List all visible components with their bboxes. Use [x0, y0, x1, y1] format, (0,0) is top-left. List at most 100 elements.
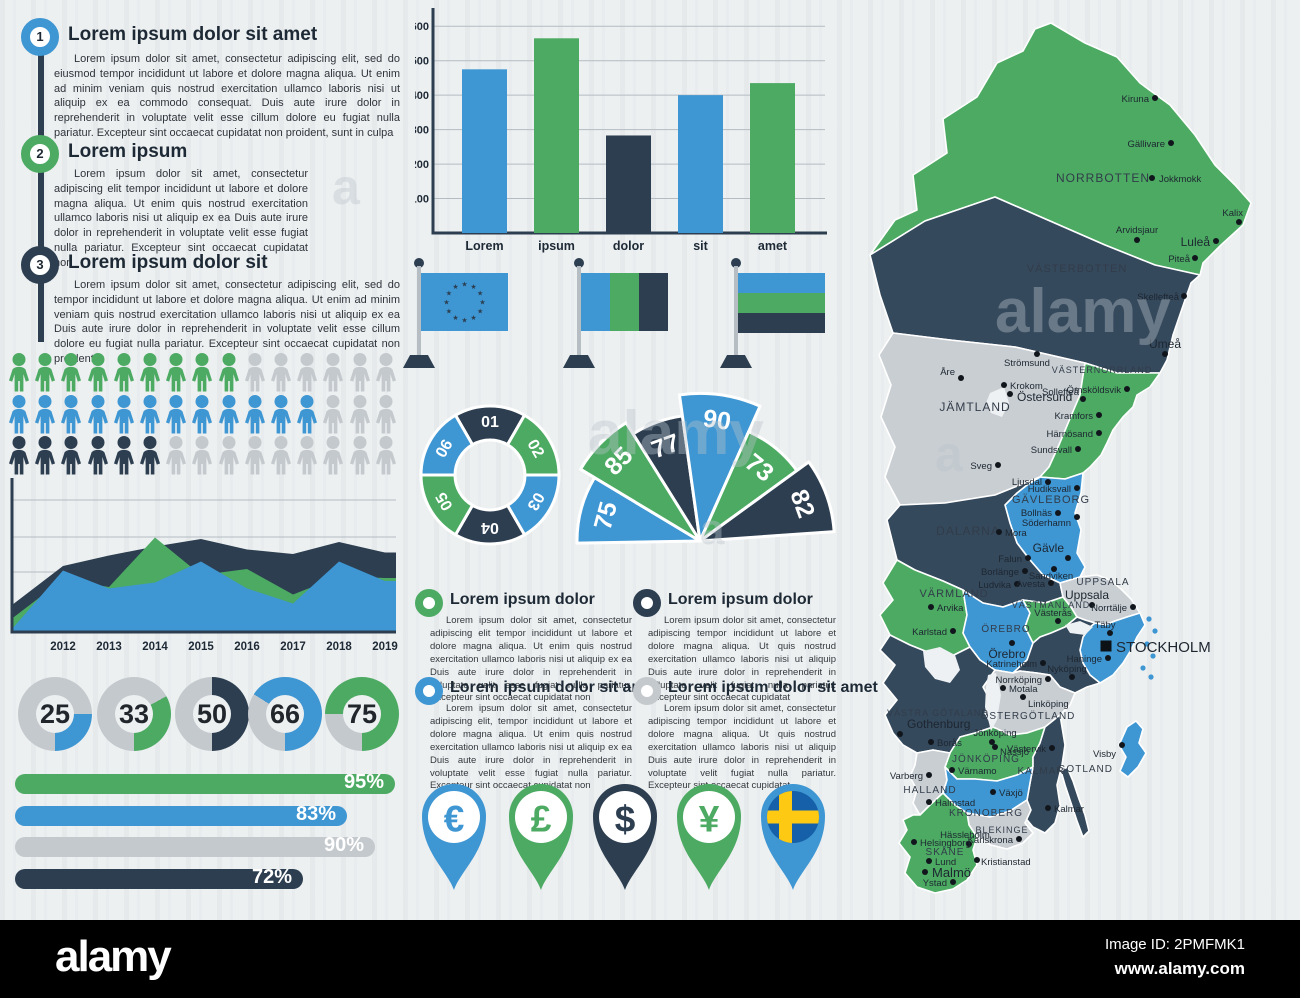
column-chart: 100 200 300 400 500 600 Lorem ipsum dolor sit amet — [411, 4, 830, 256]
person-icon — [87, 436, 108, 475]
city-dot-ume — [1162, 351, 1168, 357]
city-label-lund: Lund — [935, 857, 956, 868]
city-label-g-llivare: Gällivare — [1128, 139, 1166, 150]
circle-shape — [222, 436, 236, 449]
person-icon — [297, 394, 318, 433]
area-series-blue — [12, 561, 396, 632]
city-label-sundsvall: Sundsvall — [1031, 445, 1072, 456]
timeline-section: 1 Lorem ipsum dolor sit amet Lorem ipsum… — [10, 10, 402, 365]
city-label-karlstad: Karlstad — [912, 627, 947, 638]
circle-shape — [143, 353, 157, 366]
star-icon: ★ — [446, 290, 452, 298]
city-dot-v-ster-s — [1055, 618, 1061, 624]
circle-shape — [91, 394, 105, 408]
circle-shape — [64, 353, 78, 366]
x-tick-label: 2013 — [96, 641, 122, 653]
path-shape — [218, 408, 239, 433]
x-tick-label: 2014 — [142, 641, 168, 653]
lake — [986, 387, 1009, 417]
text-blocks-grid: Lorem ipsum dolor Lorem ipsum dolor sit … — [415, 583, 878, 791]
x-category-label: dolor — [613, 239, 644, 253]
city-dot-krokom — [1001, 382, 1007, 388]
ring-bullet-icon — [415, 677, 443, 705]
circle-shape — [38, 394, 52, 408]
city-dot-bor-s — [928, 739, 934, 745]
city-label-uppsala: Uppsala — [1065, 588, 1109, 602]
timeline-body-2: Lorem ipsum dolor sit amet, consectetur … — [54, 168, 308, 269]
path-shape — [166, 366, 187, 392]
star-icon: ★ — [470, 314, 476, 322]
city-dot-arvidsjaur — [1134, 237, 1140, 243]
city-dot-lund — [926, 858, 932, 864]
city-dot-g-vle — [1065, 555, 1071, 561]
person-icon — [218, 353, 239, 392]
person-icon — [61, 394, 82, 433]
city-dot-halmstad — [926, 799, 932, 805]
people-pictogram-chart — [8, 353, 402, 478]
person-icon — [140, 436, 160, 475]
flag-stripe-green — [738, 293, 825, 313]
city-dot-h-rn-sand — [1096, 430, 1102, 436]
timeline-title-3: Lorem ipsum dolor sit — [68, 252, 268, 273]
donut-chart-50: 50 — [175, 677, 249, 751]
person-icon — [323, 353, 344, 392]
star-icon: ★ — [461, 317, 467, 325]
person-icon — [192, 394, 213, 433]
path-shape — [323, 408, 344, 433]
donut-chart-75: 75 — [325, 677, 399, 751]
city-label-avesta: Avesta — [1016, 579, 1046, 590]
text-block-body: Lorem ipsum dolor sit amet, consectetur … — [430, 615, 632, 704]
city-label-arvidsjaur: Arvidsjaur — [1116, 225, 1158, 236]
area-chart-svg: 2012 2013 2014 2015 2016 2017 2018 2019 — [10, 478, 398, 653]
city-dot-helsingborg — [911, 839, 917, 845]
circle-shape — [222, 394, 236, 408]
city-dot-jokkmokk — [1149, 175, 1155, 181]
city-dot-sundsvall — [1075, 446, 1081, 452]
city-dot-kramfors — [1096, 412, 1102, 418]
city-label-falun: Falun — [998, 554, 1022, 565]
circle-shape — [143, 394, 157, 408]
x-tick-label: 2016 — [234, 641, 260, 653]
star-icon: ★ — [470, 283, 476, 291]
person-icon — [375, 436, 396, 475]
city-dot-v-stervik — [1049, 745, 1055, 751]
city-dot-stersund — [1007, 391, 1013, 397]
city-dot-t-by — [1107, 630, 1113, 636]
circle-shape — [300, 353, 314, 366]
lake — [985, 673, 1001, 731]
city-label-ljusdal: Ljusdal — [1012, 477, 1042, 488]
circle-shape — [195, 394, 209, 408]
circle-shape — [326, 353, 340, 366]
flag-stripe-dark — [639, 273, 668, 331]
city-dot-sandviken — [1051, 566, 1057, 572]
city-label-j-nk-ping: Jönköping — [973, 728, 1016, 739]
map-region-label-sterg-tland: ÖSTERGÖTLAND — [981, 710, 1076, 722]
person-icon — [35, 394, 56, 433]
person-icon — [113, 353, 134, 392]
person-icon — [244, 353, 265, 392]
donut-percentage-charts: 25 33 50 66 75 — [0, 677, 400, 751]
flag-stripe-blue — [738, 273, 825, 293]
city-label-kiruna: Kiruna — [1122, 94, 1150, 105]
path-shape — [35, 408, 56, 433]
city-label-varberg: Varberg — [890, 771, 923, 782]
progress-value-label: 90% — [323, 834, 364, 856]
path-shape — [61, 449, 82, 475]
person-icon — [9, 436, 29, 475]
pin-inner-circle — [428, 791, 480, 843]
star-icon: ★ — [477, 290, 483, 298]
flag-stripe-blue — [581, 273, 610, 331]
city-label-v-xj: Växjö — [999, 788, 1023, 799]
flag-base — [403, 355, 435, 368]
map-region-label-j-nk-ping: JÖNKÖPING — [952, 753, 1020, 765]
circle-shape — [300, 436, 314, 449]
city-dot-str-msund — [1034, 351, 1040, 357]
city-label-bolln-s: Bollnäs — [1021, 508, 1052, 519]
path-shape — [9, 449, 29, 475]
city-dot-link-ping — [1020, 694, 1026, 700]
city-label-bor-s: Borås — [937, 738, 962, 749]
circle-shape — [38, 436, 52, 449]
city-dot-j-nk-ping — [989, 739, 995, 745]
archipelago-islet — [1150, 653, 1156, 659]
progress-value-label: 72% — [251, 865, 292, 888]
